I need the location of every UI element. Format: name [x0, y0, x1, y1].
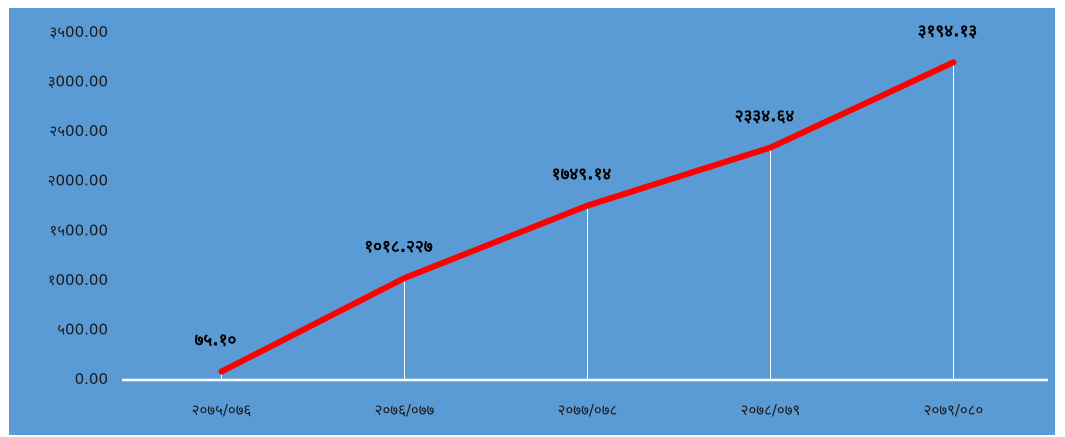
y-tick-label: १000.00: [48, 271, 108, 289]
data-point: [219, 369, 224, 375]
data-point: [402, 275, 407, 281]
chart-area: 0.00 ५00.00 १000.00 १५00.00 २000.00 २५00.00 ३0…: [9, 8, 1055, 435]
data-label: ३१९४.१३: [918, 21, 978, 41]
y-axis: 0.00 ५00.00 १000.00 १५00.00 २000.00 २५00.00 ३0…: [48, 23, 108, 388]
x-tick-label: २०७५/०७६: [192, 401, 252, 419]
y-tick-label: ३५00.00: [49, 23, 108, 41]
line-chart: 0.00 ५00.00 १000.00 १५00.00 २000.00 २५00.00 ३0…: [48, 21, 1048, 419]
x-tick-label: २०७९/०८०: [924, 401, 984, 419]
data-point: [951, 59, 956, 65]
x-tick-label: २०७६/०७७: [375, 401, 435, 419]
series-line-group: [218, 59, 957, 375]
data-label: २३३४.६४: [735, 107, 795, 127]
y-tick-label: ५00.00: [57, 320, 108, 338]
drop-lines: [221, 62, 954, 379]
x-tick-label: २०७७/०७८: [558, 401, 618, 419]
data-labels: ७५.१० १०१८.२२७ १७४९.१४ २३३४.६४ ३१९४.१३: [195, 21, 978, 350]
x-tick-label: २०७८/०७९: [741, 401, 801, 419]
y-tick-label: ३000.00: [48, 73, 108, 91]
data-label: १०१८.२२७: [364, 237, 432, 257]
data-label: १७४९.१४: [552, 165, 612, 185]
y-tick-label: 0.00: [75, 370, 108, 388]
data-point: [585, 203, 590, 209]
x-axis: २०७५/०७६ २०७६/०७७ २०७७/०७८ २०७८/०७९ २०७९/०८०: [122, 378, 1048, 419]
y-tick-label: १५00.00: [49, 221, 108, 239]
data-label: ७५.१०: [195, 331, 237, 351]
y-tick-label: २000.00: [48, 172, 108, 190]
y-tick-label: २५00.00: [49, 122, 108, 140]
data-point: [768, 145, 773, 151]
